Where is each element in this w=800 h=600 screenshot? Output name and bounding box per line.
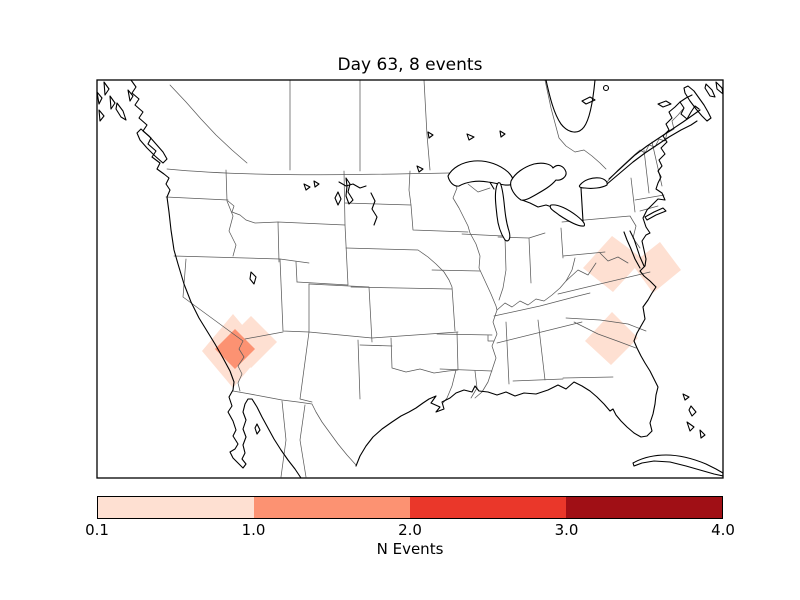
colorbar-label: N Events	[376, 540, 444, 558]
event-patch-virginia-offshore	[632, 242, 681, 293]
state-borders	[165, 80, 684, 478]
colorbar	[97, 496, 723, 519]
colorbar-segment	[566, 497, 722, 518]
colorbar-tick: 3.0	[554, 521, 579, 539]
map-frame	[96, 79, 724, 479]
event-patches	[202, 236, 681, 388]
event-patch-virginia	[583, 236, 643, 292]
basemap-coastlines	[97, 80, 723, 478]
lake-huron	[510, 162, 567, 201]
great-lakes	[447, 160, 608, 242]
colorbar-segment	[254, 497, 410, 518]
colorbar-segment	[410, 497, 566, 518]
figure-title: Day 63, 8 events	[337, 55, 483, 75]
colorbar-segment	[98, 497, 254, 518]
colorbar-tick: 0.1	[85, 521, 109, 539]
lake-michigan	[494, 182, 511, 242]
lake-erie	[549, 204, 586, 227]
colorbar-tick: 4.0	[711, 521, 735, 539]
colorbar-tick: 1.0	[241, 521, 266, 539]
colorbar-ticks: 0.1 1.0 2.0 3.0 4.0	[85, 521, 735, 539]
lake-superior	[447, 160, 515, 187]
event-patch-carolina-coast	[585, 312, 638, 365]
lake-ontario	[578, 177, 608, 189]
colorbar-tick: 2.0	[398, 521, 422, 539]
